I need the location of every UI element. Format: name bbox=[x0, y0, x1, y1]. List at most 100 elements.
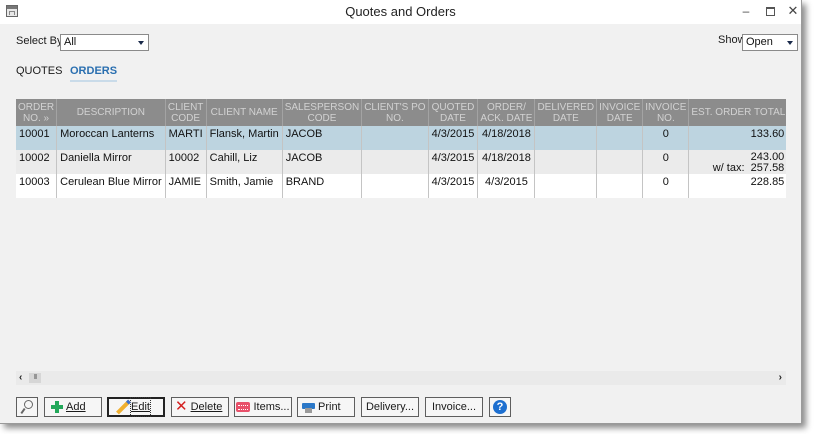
cell-client-po bbox=[361, 150, 429, 174]
cell-client-name: Cahill, Liz bbox=[206, 150, 283, 174]
tax-label: w/ tax: bbox=[712, 162, 745, 174]
cell-salesperson: JACOB bbox=[282, 150, 363, 174]
app-window-icon bbox=[6, 5, 18, 17]
cell-client-code: 10002 bbox=[165, 150, 207, 174]
cell-salesperson: JACOB bbox=[282, 126, 363, 150]
cell-client-po bbox=[361, 174, 429, 198]
cell-order-no: 10001 bbox=[16, 126, 58, 150]
window-title: Quotes and Orders bbox=[345, 4, 456, 19]
cell-order-no: 10002 bbox=[16, 150, 58, 174]
cell-client-name: Smith, Jamie bbox=[206, 174, 283, 198]
delete-label: Delete bbox=[190, 401, 223, 413]
search-icon bbox=[21, 400, 33, 414]
help-button[interactable]: ? bbox=[489, 397, 511, 417]
delete-x-icon: ✕ bbox=[175, 398, 188, 415]
search-button[interactable] bbox=[16, 397, 38, 417]
table-header-row: ORDER NO. » DESCRIPTION CLIENT CODE CLIENT… bbox=[16, 99, 786, 126]
column-header-delivered-date[interactable]: DELIVERED DATE bbox=[534, 99, 598, 126]
cell-order-no: 10003 bbox=[16, 174, 58, 198]
chevron-down-icon bbox=[787, 41, 793, 45]
tab-orders[interactable]: ORDERS bbox=[70, 65, 118, 82]
cell-invoice-no: 0 bbox=[642, 126, 690, 150]
cell-est-total: 243.00 w/ tax: 257.58 bbox=[688, 150, 786, 174]
items-label: Items... bbox=[253, 401, 290, 413]
edit-button[interactable]: Edit bbox=[107, 397, 165, 417]
column-header-client-code[interactable]: CLIENT CODE bbox=[165, 99, 207, 126]
column-header-description[interactable]: DESCRIPTION bbox=[56, 99, 166, 126]
invoice-button[interactable]: Invoice... bbox=[425, 397, 483, 417]
plus-icon bbox=[51, 401, 63, 413]
cell-delivered-date bbox=[534, 174, 598, 198]
column-header-order-ack-date[interactable]: ORDER/ACK. DATE bbox=[477, 99, 536, 126]
printer-icon bbox=[302, 401, 315, 413]
cell-client-po bbox=[361, 126, 429, 150]
close-button[interactable]: ✕ bbox=[787, 3, 799, 18]
invoice-label: Invoice... bbox=[431, 401, 477, 413]
delivery-button[interactable]: Delivery... bbox=[361, 397, 419, 417]
orders-grid: ORDER NO. » DESCRIPTION CLIENT CODE CLIENT… bbox=[16, 99, 786, 371]
chevron-down-icon bbox=[138, 41, 144, 45]
select-by-dropdown[interactable]: All bbox=[60, 34, 149, 51]
show-label: Show bbox=[718, 34, 746, 46]
cell-invoice-date bbox=[596, 150, 644, 174]
column-header-quoted-date[interactable]: QUOTED DATE bbox=[428, 99, 479, 126]
cell-delivered-date bbox=[534, 150, 598, 174]
minimize-button[interactable]: – bbox=[742, 4, 750, 18]
cell-client-name: Flansk, Martin bbox=[206, 126, 283, 150]
scrollbar-thumb[interactable]: III bbox=[29, 373, 41, 383]
select-by-value: All bbox=[64, 36, 77, 48]
add-label: Add bbox=[66, 401, 86, 413]
est-total-value: 243.00 bbox=[750, 151, 785, 163]
scroll-right-arrow-icon[interactable]: › bbox=[778, 372, 782, 383]
cell-invoice-date bbox=[596, 174, 644, 198]
delivery-label: Delivery... bbox=[365, 401, 415, 413]
add-button[interactable]: Add bbox=[44, 397, 102, 417]
title-bar: Quotes and Orders – ✕ bbox=[0, 0, 801, 24]
orders-table: ORDER NO. » DESCRIPTION CLIENT CODE CLIENT… bbox=[16, 99, 786, 198]
table-row[interactable]: 10002 Daniella Mirror 10002 Cahill, Liz … bbox=[16, 150, 786, 174]
maximize-button[interactable] bbox=[762, 3, 778, 19]
table-row[interactable]: 10003 Cerulean Blue Mirror JAMIE Smith, … bbox=[16, 174, 786, 198]
cell-est-total: 133.60 bbox=[688, 126, 786, 150]
edit-label: Edit bbox=[130, 397, 151, 417]
cell-invoice-no: 0 bbox=[642, 174, 690, 198]
cell-client-code: JAMIE bbox=[165, 174, 207, 198]
column-header-invoice-no[interactable]: INVOICE NO. bbox=[642, 99, 690, 126]
cell-order-date: 4/18/2018 bbox=[477, 126, 536, 150]
pencil-icon bbox=[114, 401, 128, 413]
cell-est-total: 228.85 bbox=[688, 174, 786, 198]
delete-button[interactable]: ✕ Delete bbox=[171, 397, 229, 417]
maximize-icon bbox=[765, 7, 775, 17]
show-value: Open bbox=[746, 36, 773, 48]
column-header-est-order-total[interactable]: EST. ORDER TOTAL bbox=[688, 99, 786, 126]
help-question-icon: ? bbox=[493, 400, 507, 414]
items-button[interactable]: Items... bbox=[234, 397, 292, 417]
cell-description: Moroccan Lanterns bbox=[56, 126, 166, 150]
table-row[interactable]: 10001 Moroccan Lanterns MARTI Flansk, Ma… bbox=[16, 126, 786, 150]
column-header-client-po[interactable]: CLIENT'S PO NO. bbox=[361, 99, 429, 126]
print-label: Print bbox=[318, 401, 341, 413]
tab-quotes[interactable]: QUOTES bbox=[16, 65, 63, 77]
column-header-invoice-date[interactable]: INVOICE DATE bbox=[596, 99, 644, 126]
column-header-order-no[interactable]: ORDER NO. » bbox=[16, 99, 58, 126]
print-button[interactable]: Print bbox=[297, 397, 355, 417]
cell-invoice-date bbox=[596, 126, 644, 150]
cell-salesperson: BRAND bbox=[282, 174, 363, 198]
cell-quoted-date: 4/3/2015 bbox=[428, 126, 479, 150]
tax-total-value: 257.58 bbox=[750, 162, 785, 174]
cell-invoice-no: 0 bbox=[642, 150, 690, 174]
cell-delivered-date bbox=[534, 126, 598, 150]
horizontal-scrollbar[interactable]: ‹ III › bbox=[16, 371, 786, 385]
cell-description: Daniella Mirror bbox=[56, 150, 166, 174]
items-sofa-icon bbox=[236, 402, 251, 412]
cell-quoted-date: 4/3/2015 bbox=[428, 150, 479, 174]
quotes-orders-window: Quotes and Orders – ✕ Select By All Show… bbox=[0, 0, 802, 424]
show-dropdown[interactable]: Open bbox=[742, 34, 798, 51]
cell-order-date: 4/18/2018 bbox=[477, 150, 536, 174]
scroll-left-arrow-icon[interactable]: ‹ bbox=[19, 372, 23, 383]
cell-client-code: MARTI bbox=[165, 126, 207, 150]
select-by-label: Select By bbox=[16, 35, 63, 47]
column-header-client-name[interactable]: CLIENT NAME bbox=[206, 99, 283, 126]
column-header-salesperson-code[interactable]: SALESPERSON CODE bbox=[282, 99, 363, 126]
cell-quoted-date: 4/3/2015 bbox=[428, 174, 479, 198]
